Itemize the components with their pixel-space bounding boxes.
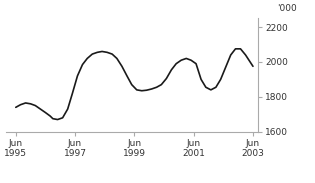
Text: '000: '000 bbox=[278, 4, 297, 13]
